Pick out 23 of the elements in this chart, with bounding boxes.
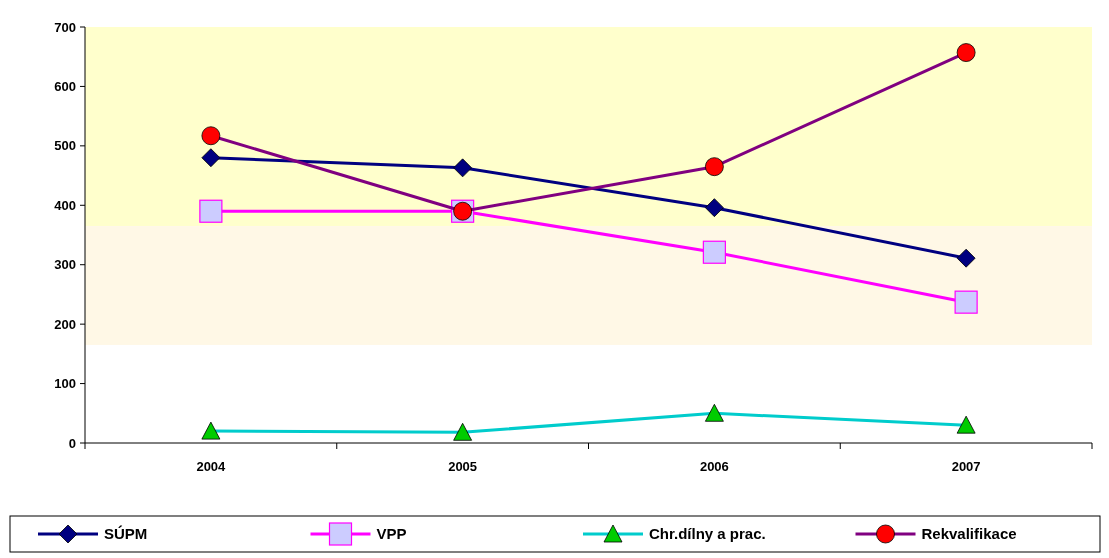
- x-tick-label: 2004: [196, 459, 227, 474]
- legend-label: Chr.dílny a prac.: [649, 525, 766, 543]
- x-tick-label: 2005: [448, 459, 478, 474]
- y-tick-label: 600: [54, 78, 76, 94]
- point: [199, 199, 223, 223]
- legend-label: Rekvalifikace: [921, 525, 1017, 543]
- y-tick-label: 400: [54, 197, 76, 213]
- y-tick-label: 200: [54, 316, 76, 332]
- point: [704, 198, 724, 218]
- y-tick-label: 0: [68, 435, 76, 451]
- y-tick-label: 500: [54, 138, 76, 154]
- legend-label: SÚPM: [104, 525, 148, 543]
- point: [201, 148, 221, 168]
- point: [453, 158, 473, 178]
- x-tick-label: 2007: [951, 459, 981, 474]
- y-tick-label: 300: [54, 257, 76, 273]
- legend-label: VPP: [376, 525, 407, 543]
- y-tick-label: 100: [54, 376, 76, 392]
- y-tick-label: 700: [54, 19, 76, 35]
- point: [956, 248, 976, 268]
- point: [954, 290, 978, 314]
- point: [702, 240, 726, 264]
- x-tick-label: 2006: [699, 459, 729, 474]
